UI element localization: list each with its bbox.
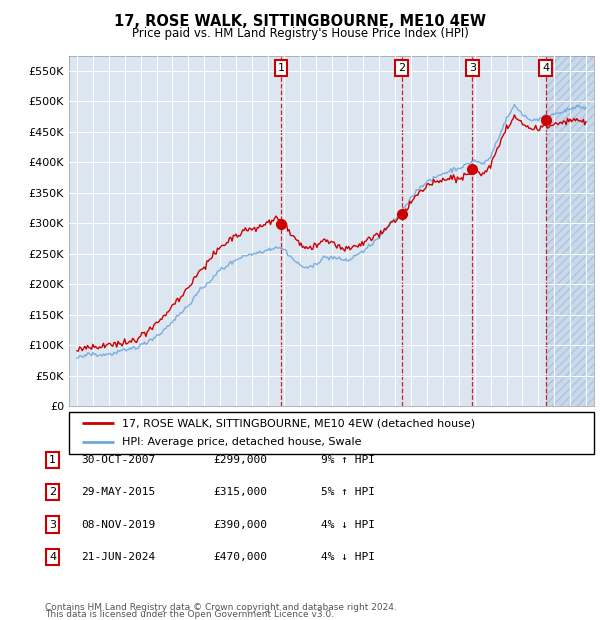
Text: Contains HM Land Registry data © Crown copyright and database right 2024.: Contains HM Land Registry data © Crown c… — [45, 603, 397, 612]
FancyBboxPatch shape — [69, 412, 594, 454]
Text: 2: 2 — [398, 63, 405, 73]
Text: 3: 3 — [49, 520, 56, 529]
Text: 4% ↓ HPI: 4% ↓ HPI — [321, 552, 375, 562]
Text: 5% ↑ HPI: 5% ↑ HPI — [321, 487, 375, 497]
Text: 17, ROSE WALK, SITTINGBOURNE, ME10 4EW: 17, ROSE WALK, SITTINGBOURNE, ME10 4EW — [114, 14, 486, 29]
Text: Price paid vs. HM Land Registry's House Price Index (HPI): Price paid vs. HM Land Registry's House … — [131, 27, 469, 40]
Text: 4: 4 — [49, 552, 56, 562]
Text: £390,000: £390,000 — [213, 520, 267, 529]
Text: 30-OCT-2007: 30-OCT-2007 — [81, 455, 155, 465]
Text: 17, ROSE WALK, SITTINGBOURNE, ME10 4EW (detached house): 17, ROSE WALK, SITTINGBOURNE, ME10 4EW (… — [121, 418, 475, 428]
Text: £299,000: £299,000 — [213, 455, 267, 465]
Text: £470,000: £470,000 — [213, 552, 267, 562]
Text: This data is licensed under the Open Government Licence v3.0.: This data is licensed under the Open Gov… — [45, 610, 334, 619]
Text: 1: 1 — [278, 63, 284, 73]
Bar — [546, 56, 594, 406]
Text: 29-MAY-2015: 29-MAY-2015 — [81, 487, 155, 497]
Text: HPI: Average price, detached house, Swale: HPI: Average price, detached house, Swal… — [121, 438, 361, 448]
Text: 21-JUN-2024: 21-JUN-2024 — [81, 552, 155, 562]
Text: 4% ↓ HPI: 4% ↓ HPI — [321, 520, 375, 529]
Text: 3: 3 — [469, 63, 476, 73]
Text: 1: 1 — [49, 455, 56, 465]
Text: 4: 4 — [542, 63, 550, 73]
Text: £315,000: £315,000 — [213, 487, 267, 497]
Text: 08-NOV-2019: 08-NOV-2019 — [81, 520, 155, 529]
Text: 2: 2 — [49, 487, 56, 497]
Text: 9% ↑ HPI: 9% ↑ HPI — [321, 455, 375, 465]
